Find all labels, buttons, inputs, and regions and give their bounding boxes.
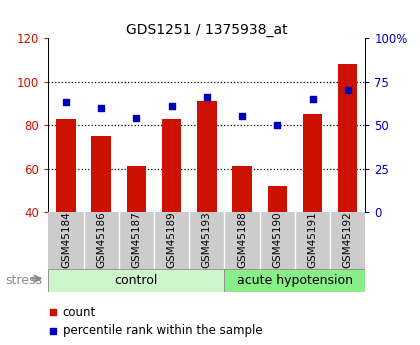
Bar bbox=[224, 269, 365, 292]
Point bbox=[50, 328, 56, 333]
Title: GDS1251 / 1375938_at: GDS1251 / 1375938_at bbox=[126, 23, 288, 37]
Text: stress: stress bbox=[5, 274, 42, 287]
Text: GSM45187: GSM45187 bbox=[131, 211, 142, 268]
Bar bbox=[197, 101, 217, 212]
Text: GSM45193: GSM45193 bbox=[202, 211, 212, 268]
Text: GSM45191: GSM45191 bbox=[307, 211, 318, 268]
Text: GSM45188: GSM45188 bbox=[237, 211, 247, 268]
Text: count: count bbox=[63, 306, 96, 319]
Point bbox=[309, 96, 316, 102]
Point bbox=[203, 95, 210, 100]
Bar bbox=[56, 119, 76, 212]
Bar bbox=[232, 166, 252, 212]
Bar bbox=[92, 136, 111, 212]
Text: control: control bbox=[115, 274, 158, 287]
Point bbox=[133, 115, 140, 121]
Text: acute hypotension: acute hypotension bbox=[237, 274, 353, 287]
Point bbox=[63, 100, 69, 105]
Text: GSM45190: GSM45190 bbox=[272, 211, 282, 268]
Text: GSM45186: GSM45186 bbox=[96, 211, 106, 268]
Bar bbox=[303, 114, 322, 212]
Text: GSM45192: GSM45192 bbox=[343, 211, 353, 268]
Point bbox=[239, 114, 245, 119]
Bar bbox=[127, 166, 146, 212]
Text: GSM45189: GSM45189 bbox=[167, 211, 177, 268]
Point bbox=[98, 105, 105, 110]
Point bbox=[50, 309, 56, 315]
Bar bbox=[338, 64, 357, 212]
Bar bbox=[48, 269, 224, 292]
Point bbox=[274, 122, 281, 128]
Bar bbox=[162, 119, 181, 212]
Point bbox=[344, 87, 351, 93]
Bar bbox=[268, 186, 287, 212]
Point bbox=[168, 103, 175, 109]
Text: percentile rank within the sample: percentile rank within the sample bbox=[63, 324, 262, 337]
Text: GSM45184: GSM45184 bbox=[61, 211, 71, 268]
